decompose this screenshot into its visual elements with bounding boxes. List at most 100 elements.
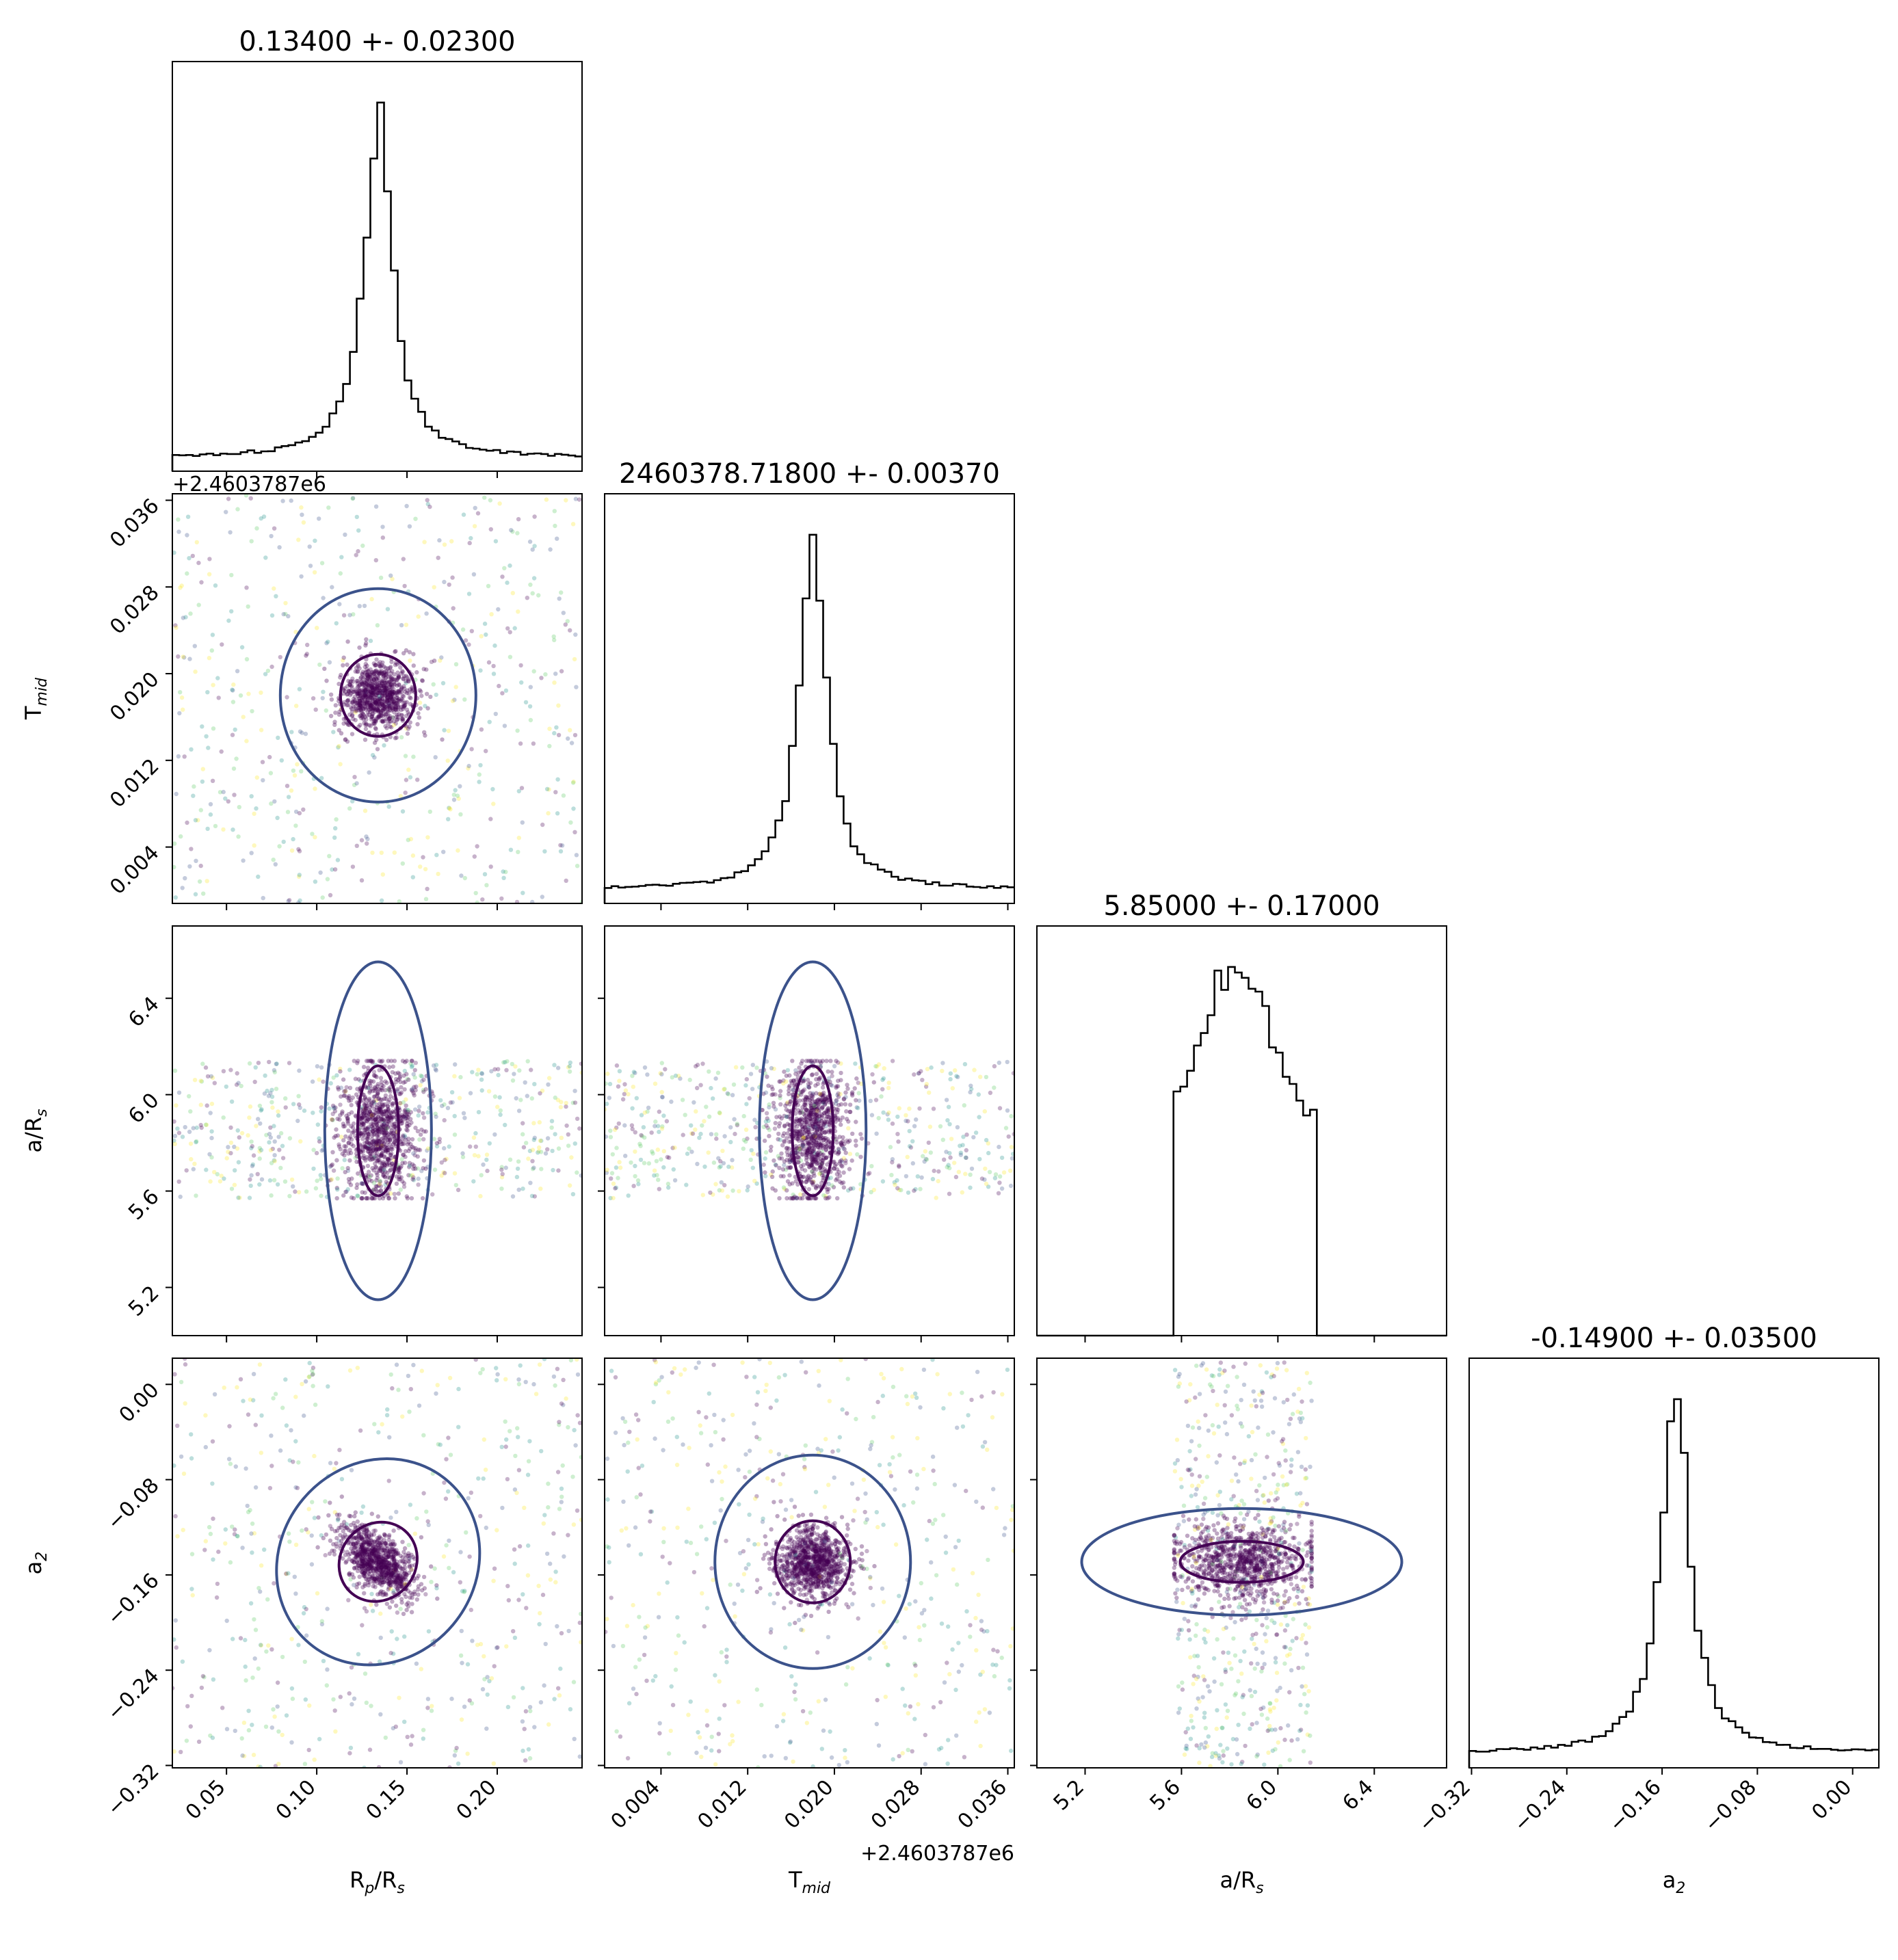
scatter-point (412, 1531, 417, 1536)
scatter-point (383, 665, 388, 670)
scatter-point (381, 1109, 386, 1114)
scatter-point (346, 698, 351, 702)
scatter-point (375, 703, 380, 708)
scatter-point (362, 1561, 367, 1565)
scatter-point (956, 1169, 962, 1174)
scatter-point (293, 1189, 298, 1194)
scatter-point (822, 1094, 827, 1098)
scatter-point (230, 732, 235, 737)
scatter-point (259, 728, 264, 732)
scatter-point (278, 1165, 283, 1171)
scatter-point (376, 1556, 381, 1561)
scatter-point (185, 571, 189, 576)
scatter-point (375, 1082, 380, 1087)
scatter-point (785, 1165, 791, 1170)
scatter-point (338, 762, 343, 767)
scatter-point (387, 692, 393, 697)
scatter-point (410, 688, 415, 693)
scatter-point (650, 1151, 655, 1156)
scatter-point (372, 685, 377, 689)
scatter-point (360, 1553, 365, 1558)
scatter-point (343, 1148, 348, 1154)
scatter-point (808, 1150, 814, 1155)
scatter-point (308, 564, 313, 568)
scatter-point (376, 715, 381, 720)
scatter-point (384, 686, 389, 691)
scatter-point (181, 654, 185, 659)
scatter-point (384, 1136, 388, 1141)
scatter-point (813, 1115, 818, 1120)
scatter-point (919, 1175, 924, 1180)
scatter-point (787, 1127, 792, 1133)
scatter-point (763, 1119, 769, 1124)
scatter-point (836, 1150, 841, 1155)
scatter-point (400, 1539, 405, 1544)
scatter-point (449, 539, 454, 544)
scatter-point (241, 1753, 247, 1759)
scatter-point (366, 1140, 371, 1145)
scatter-point (806, 1196, 811, 1201)
scatter-point (374, 1563, 379, 1569)
scatter-point (834, 1176, 840, 1181)
scatter-point (391, 687, 396, 691)
scatter-point (809, 1161, 814, 1167)
scatter-point (419, 693, 424, 698)
scatter-point (386, 1100, 391, 1104)
scatter-point (823, 1096, 828, 1102)
scatter-point (353, 1525, 358, 1530)
scatter-point (351, 696, 356, 702)
scatter-point (363, 1552, 368, 1558)
scatter-point (267, 1178, 273, 1183)
scatter-point (816, 1140, 821, 1145)
scatter-point (369, 1150, 373, 1154)
scatter-point (486, 583, 491, 589)
scatter-point (300, 1381, 304, 1387)
scatter-point (365, 695, 371, 700)
scatter-point (205, 1074, 211, 1079)
scatter-point (345, 1168, 351, 1174)
scatter-point (847, 1102, 853, 1107)
scatter-point (248, 1177, 252, 1182)
scatter-point (726, 1164, 731, 1169)
scatter-point (265, 668, 271, 674)
scatter-point (315, 1591, 320, 1595)
scatter-point (798, 1129, 803, 1134)
scatter-point (251, 1153, 256, 1158)
scatter-point (385, 709, 390, 714)
scatter-point (291, 1102, 296, 1107)
scatter-point (400, 669, 405, 674)
scatter-point (363, 689, 368, 694)
scatter-point (421, 1089, 426, 1094)
scatter-point (631, 1184, 636, 1189)
scatter-point (814, 1077, 819, 1082)
scatter-point (379, 1544, 384, 1549)
scatter-point (378, 1125, 382, 1130)
scatter-point (397, 1174, 401, 1180)
scatter-point (433, 755, 438, 760)
scatter-point (818, 1136, 823, 1141)
scatter-point (301, 520, 306, 525)
scatter-point (982, 1109, 988, 1114)
scatter-point (381, 1103, 386, 1109)
scatter-point (451, 1570, 456, 1575)
scatter-point (386, 702, 391, 707)
scatter-point (387, 688, 393, 693)
scatter-point (859, 1081, 864, 1087)
scatter-point (808, 1110, 813, 1115)
scatter-point (338, 1069, 343, 1074)
scatter-point (971, 1135, 976, 1140)
scatter-point (406, 726, 411, 731)
scatter-point (787, 1146, 791, 1151)
scatter-point (201, 891, 206, 896)
scatter-point (740, 1065, 745, 1070)
scatter-point (452, 1171, 458, 1176)
scatter-point (372, 1131, 377, 1136)
scatter-point (370, 1148, 375, 1154)
scatter-point (826, 1137, 830, 1142)
scatter-point (286, 795, 291, 799)
scatter-point (394, 735, 399, 740)
scatter-point (173, 1618, 178, 1623)
scatter-point (572, 1428, 577, 1433)
scatter-point (360, 1121, 365, 1126)
scatter-point (363, 1156, 367, 1161)
